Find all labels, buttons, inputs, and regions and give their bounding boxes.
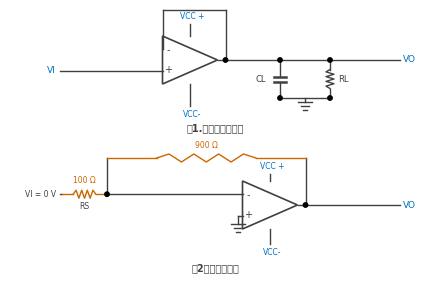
Text: 图1.单位增益放大器: 图1.单位增益放大器 [186, 123, 244, 133]
Text: +: + [165, 65, 172, 75]
Circle shape [278, 58, 282, 62]
Text: RS: RS [80, 202, 89, 211]
Text: -: - [247, 190, 250, 200]
Text: VCC +: VCC + [180, 12, 204, 21]
Text: -: - [167, 45, 170, 55]
Text: 图2噪声测试电路: 图2噪声测试电路 [191, 263, 239, 273]
Circle shape [223, 58, 228, 62]
Text: VI = 0 V: VI = 0 V [25, 190, 56, 199]
Circle shape [328, 96, 332, 100]
Text: 100 Ω: 100 Ω [73, 176, 96, 185]
Text: VO: VO [403, 55, 416, 65]
Text: CL: CL [255, 74, 266, 83]
Text: VCC-: VCC- [263, 248, 281, 257]
Text: VI: VI [47, 66, 56, 75]
Circle shape [303, 203, 308, 207]
Text: VO: VO [403, 200, 416, 209]
Circle shape [105, 192, 109, 196]
Text: RL: RL [338, 74, 348, 83]
Text: +: + [245, 210, 252, 220]
Text: VCC +: VCC + [260, 162, 284, 171]
Text: VCC-: VCC- [183, 110, 201, 119]
Circle shape [278, 96, 282, 100]
Circle shape [328, 58, 332, 62]
Text: 900 Ω: 900 Ω [195, 141, 218, 150]
